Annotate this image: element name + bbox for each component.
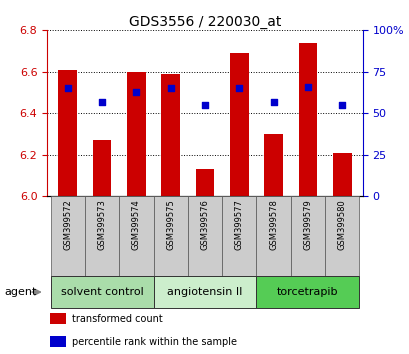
Point: [99, 99, 105, 104]
Point: [133, 89, 139, 95]
Text: GSM399574: GSM399574: [132, 199, 141, 250]
Bar: [50, 336, 66, 347]
Text: transformed count: transformed count: [72, 314, 163, 324]
Bar: [153, 276, 256, 308]
Text: percentile rank within the sample: percentile rank within the sample: [72, 337, 237, 347]
Point: [338, 102, 345, 108]
Point: [64, 85, 71, 91]
Bar: [187, 196, 222, 276]
Bar: [290, 196, 324, 276]
Text: torcetrapib: torcetrapib: [276, 287, 338, 297]
Bar: [92, 140, 111, 196]
Point: [236, 85, 242, 91]
Text: angiotensin II: angiotensin II: [167, 287, 242, 297]
Bar: [298, 42, 317, 196]
Bar: [195, 170, 214, 196]
Bar: [119, 196, 153, 276]
Bar: [127, 72, 146, 196]
Bar: [229, 53, 248, 196]
Point: [201, 102, 208, 108]
Text: GSM399572: GSM399572: [63, 199, 72, 250]
Text: GSM399580: GSM399580: [337, 199, 346, 250]
Text: GSM399577: GSM399577: [234, 199, 243, 250]
Text: solvent control: solvent control: [61, 287, 143, 297]
Text: GSM399579: GSM399579: [303, 199, 312, 250]
Text: agent: agent: [4, 287, 36, 297]
Point: [304, 84, 310, 90]
Bar: [332, 153, 351, 196]
Bar: [153, 196, 187, 276]
Bar: [50, 276, 153, 308]
Bar: [256, 196, 290, 276]
Text: GSM399575: GSM399575: [166, 199, 175, 250]
Title: GDS3556 / 220030_at: GDS3556 / 220030_at: [128, 15, 281, 29]
Bar: [50, 196, 85, 276]
Bar: [58, 70, 77, 196]
Bar: [263, 134, 282, 196]
Text: GSM399578: GSM399578: [268, 199, 277, 250]
Bar: [222, 196, 256, 276]
Bar: [85, 196, 119, 276]
Bar: [161, 74, 180, 196]
Point: [270, 99, 276, 104]
Point: [167, 85, 173, 91]
Bar: [50, 313, 66, 324]
Bar: [256, 276, 359, 308]
Text: GSM399576: GSM399576: [200, 199, 209, 250]
Text: GSM399573: GSM399573: [97, 199, 106, 250]
Bar: [324, 196, 359, 276]
